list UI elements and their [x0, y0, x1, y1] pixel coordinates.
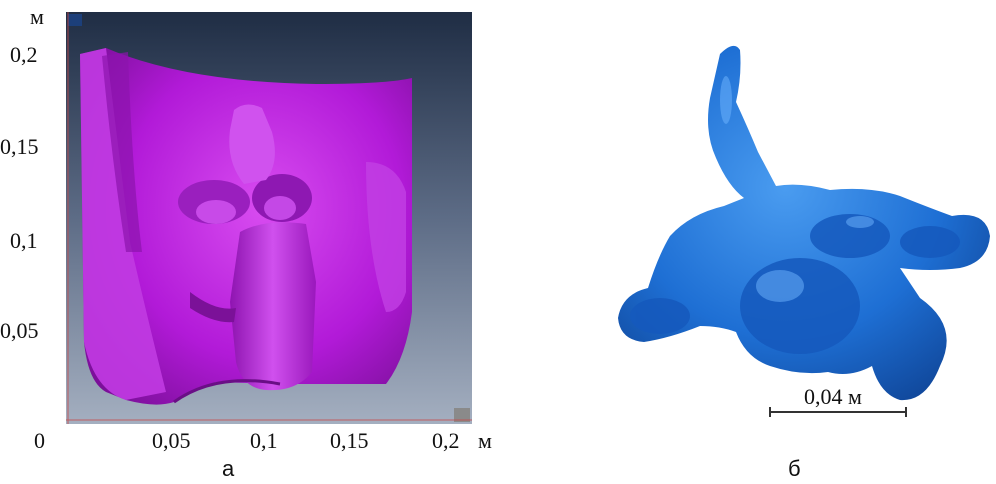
panel-a-letter: а: [222, 456, 235, 481]
corner-marker-top: [68, 14, 82, 26]
y-axis-unit-label: м: [30, 4, 44, 29]
y-tick-label: 0: [34, 428, 45, 453]
face-surface: [80, 48, 412, 405]
face-model-render: [66, 12, 472, 424]
scale-bar-label: 0,04 м: [804, 384, 862, 409]
y-tick-label: 0,15: [0, 134, 39, 159]
x-tick-label: 0,1: [250, 428, 278, 453]
x-tick-label: 0,15: [330, 428, 369, 453]
y-tick-label: 0,2: [10, 42, 38, 67]
y-tick-label: 0,05: [0, 318, 39, 343]
x-tick-label: 0,05: [152, 428, 191, 453]
x-tick-label: 0,2: [432, 428, 460, 453]
scale-bar: [769, 407, 907, 417]
axis-gridlines: [66, 12, 472, 424]
corner-marker-bottom: [454, 408, 470, 422]
cavity-model-render: [618, 45, 990, 401]
x-axis-unit-label: м: [478, 428, 492, 453]
y-tick-label: 0,1: [10, 228, 38, 253]
panel-b-letter: б: [788, 456, 801, 481]
cavity-surface: [618, 45, 990, 401]
